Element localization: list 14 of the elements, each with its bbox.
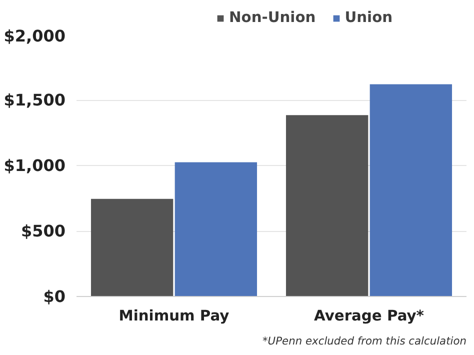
- bar: [174, 162, 258, 296]
- bar: [90, 198, 174, 296]
- legend-label: Non-Union: [229, 9, 316, 26]
- y-tick-label: $1,500: [4, 90, 66, 110]
- x-tick-label: Minimum Pay: [118, 308, 230, 324]
- y-tick-label: $500: [20, 222, 66, 240]
- y-tick-label: $2,000: [4, 26, 66, 46]
- bar: [370, 84, 452, 296]
- y-tick-label: $0: [43, 287, 66, 306]
- text: *UPenn excluded from this calculation: [262, 334, 467, 348]
- bar: [286, 115, 368, 296]
- legend-label: Union: [344, 9, 393, 26]
- y-tick-label: $1,000: [4, 156, 66, 175]
- x-tick-label: Average Pay*: [314, 308, 424, 324]
